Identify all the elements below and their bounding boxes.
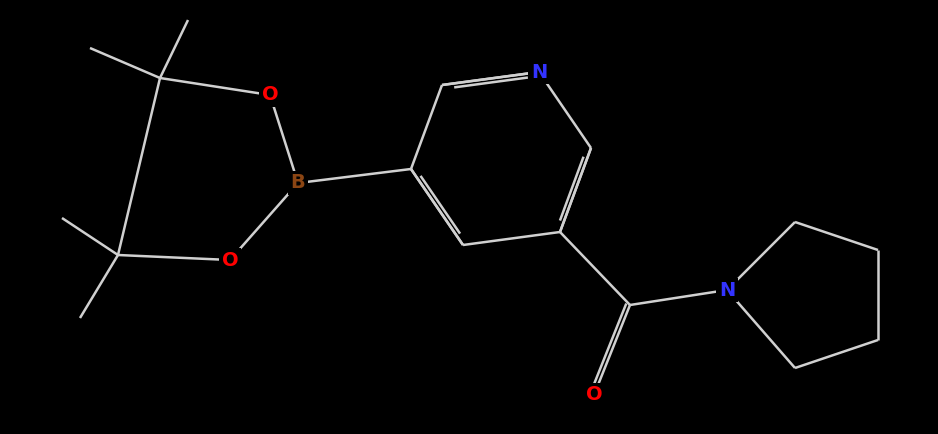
Text: N: N xyxy=(719,280,735,299)
Text: O: O xyxy=(585,385,602,404)
Text: O: O xyxy=(221,250,238,270)
Text: B: B xyxy=(291,174,306,193)
Text: O: O xyxy=(262,85,279,105)
Text: N: N xyxy=(531,62,547,82)
